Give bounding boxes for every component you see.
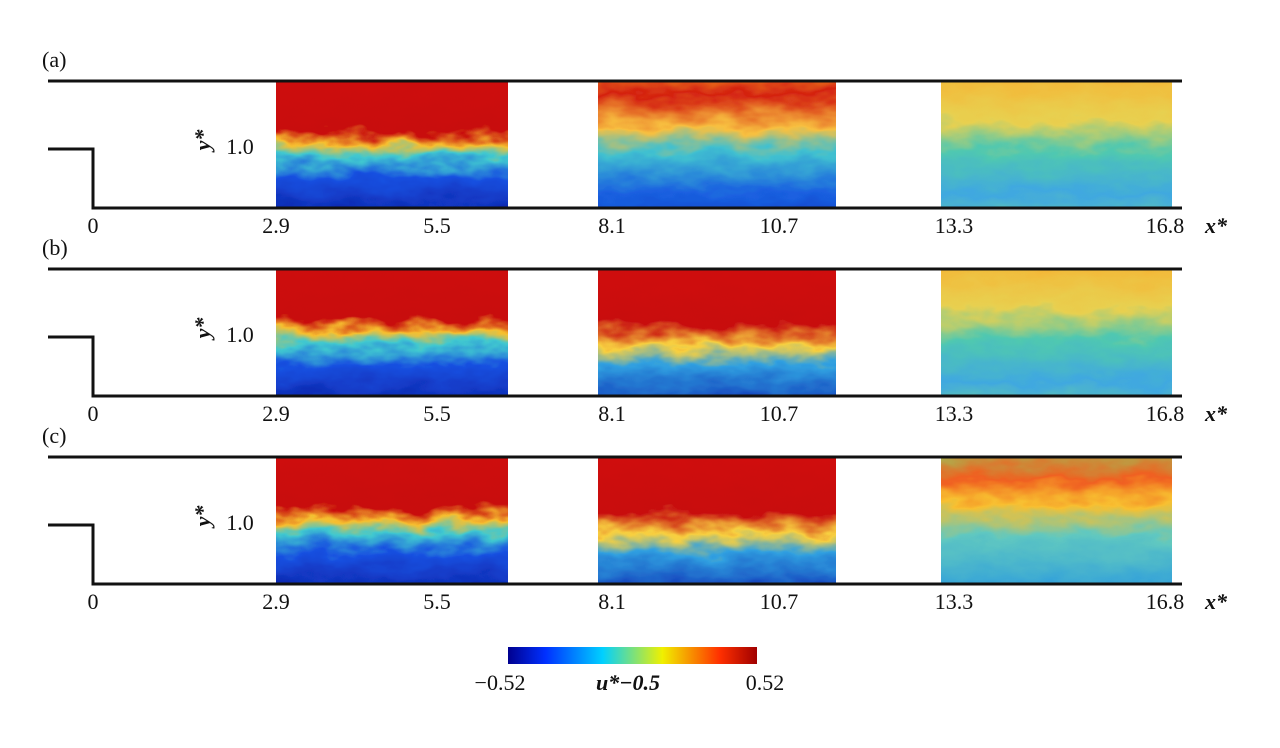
y-tick-label: 1.0 — [226, 134, 254, 159]
x-axis-label: x* — [1204, 213, 1228, 238]
colorbar-min: −0.52 — [475, 670, 526, 695]
x-tick-label: 10.7 — [760, 589, 799, 614]
contour-field — [598, 270, 836, 396]
contour-window — [941, 82, 1172, 208]
contour — [598, 458, 836, 584]
contour-window — [941, 458, 1172, 584]
contour-field — [598, 458, 836, 584]
contour-field — [598, 82, 836, 208]
wall-step — [48, 523, 1182, 586]
x-tick-label: 2.9 — [262, 401, 290, 426]
x-tick-label: 13.3 — [935, 213, 974, 238]
panel: (a) y* 1.0 0 2.9 5.5 8.1 10.7 13.3 16.8 x* — [42, 47, 1228, 238]
panels: (a) y* 1.0 0 2.9 5.5 8.1 10.7 13.3 16.8 x* (b) y* 1.0… — [42, 47, 1228, 614]
contour-field — [941, 458, 1172, 584]
panel-label: (c) — [42, 423, 66, 448]
contour-field — [941, 82, 1172, 208]
y-tick-label: 1.0 — [226, 322, 254, 347]
x-tick-label: 13.3 — [935, 589, 974, 614]
x-tick-label: 10.7 — [760, 401, 799, 426]
colorbar-scale — [508, 647, 757, 664]
contour — [598, 82, 836, 208]
colorbar-title: u*−0.5 — [596, 670, 660, 695]
contour-field — [276, 458, 508, 584]
contour-window — [941, 270, 1172, 396]
x-tick-label: 8.1 — [598, 213, 626, 238]
x-tick-label: 5.5 — [423, 589, 451, 614]
x-tick-label: 13.3 — [935, 401, 974, 426]
x-tick-label: 0 — [88, 589, 99, 614]
x-axis-label: x* — [1204, 589, 1228, 614]
panel-label: (a) — [42, 47, 66, 72]
x-tick-label: 10.7 — [760, 213, 799, 238]
x-tick-label: 0 — [88, 213, 99, 238]
contour-window — [598, 458, 836, 584]
contour-window — [276, 82, 508, 208]
contour — [276, 458, 508, 584]
panel: (c) y* 1.0 0 2.9 5.5 8.1 10.7 13.3 16.8 x* — [42, 423, 1228, 614]
x-tick-label: 16.8 — [1146, 401, 1185, 426]
y-axis-label: y* — [190, 317, 215, 342]
contour-window — [598, 270, 836, 396]
contour-window — [276, 270, 508, 396]
x-tick-label: 16.8 — [1146, 213, 1185, 238]
contour-field — [276, 270, 508, 396]
colorbar-max: 0.52 — [746, 670, 785, 695]
panel-label: (b) — [42, 235, 68, 260]
x-axis-label: x* — [1204, 401, 1228, 426]
contour-window — [276, 458, 508, 584]
wall-step — [48, 147, 1182, 210]
x-tick-label: 5.5 — [423, 401, 451, 426]
x-tick-label: 5.5 — [423, 213, 451, 238]
contour — [941, 82, 1172, 208]
y-tick-label: 1.0 — [226, 510, 254, 535]
x-tick-label: 2.9 — [262, 213, 290, 238]
x-tick-label: 0 — [88, 401, 99, 426]
x-tick-label: 2.9 — [262, 589, 290, 614]
y-axis-label: y* — [190, 129, 215, 154]
contour-field — [941, 270, 1172, 396]
contour — [941, 458, 1172, 584]
y-axis-label: y* — [190, 505, 215, 530]
contour — [276, 82, 508, 208]
contour — [941, 270, 1172, 396]
contour-field — [276, 82, 508, 208]
x-tick-label: 8.1 — [598, 401, 626, 426]
x-tick-label: 8.1 — [598, 589, 626, 614]
colorbar: −0.52 u*−0.5 0.52 — [475, 647, 785, 695]
x-tick-label: 16.8 — [1146, 589, 1185, 614]
contour — [276, 270, 508, 396]
contour-window — [598, 82, 836, 208]
contour — [598, 270, 836, 396]
panel: (b) y* 1.0 0 2.9 5.5 8.1 10.7 13.3 16.8 x* — [42, 235, 1228, 426]
wall-step — [48, 335, 1182, 398]
